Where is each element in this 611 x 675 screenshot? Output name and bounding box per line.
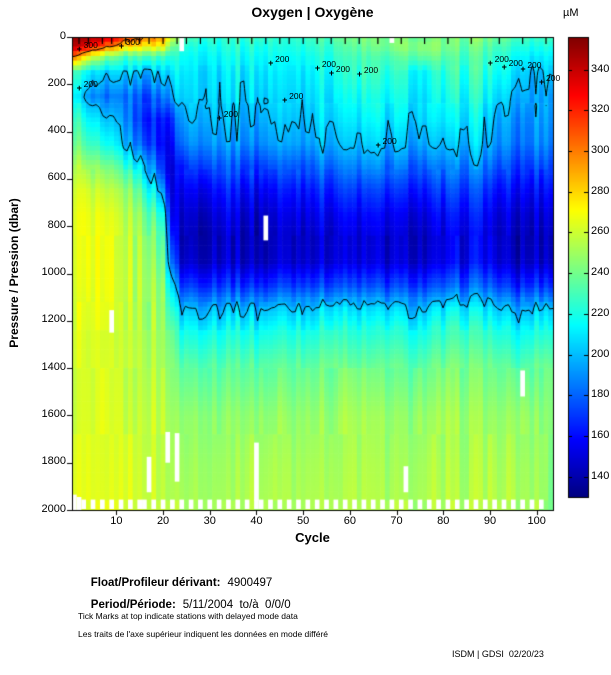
contour-label: 200 xyxy=(545,73,561,84)
y-axis-label: Pressure / Pression (dbar) xyxy=(7,198,21,348)
x-axis-label: Cycle xyxy=(295,530,330,545)
contour-label: 300 xyxy=(125,37,140,48)
credit-line: ISDM | GDSI 02/20/23 xyxy=(452,649,544,659)
contour-label: 200 xyxy=(363,65,379,76)
colorbar-tick-label: 260 xyxy=(591,225,610,238)
contour-label: 200 xyxy=(83,79,98,90)
colorbar-tick-label: 200 xyxy=(591,347,610,360)
x-tick-label: 70 xyxy=(390,515,403,527)
x-tick-label: 80 xyxy=(437,515,450,527)
contour-label: 200 xyxy=(527,60,542,71)
period-label: Period/Période: xyxy=(90,598,176,611)
colorbar-tick-label: 320 xyxy=(591,103,610,116)
contour-anchor-icon: + xyxy=(76,83,82,94)
colorbar-unit-label: µM xyxy=(563,7,579,19)
colorbar-tick-label: 300 xyxy=(591,143,610,156)
x-tick-label: 90 xyxy=(483,515,497,527)
y-tick-label: 1000 xyxy=(41,266,66,278)
contour-label: 200 xyxy=(321,59,337,70)
y-tick-label: 1400 xyxy=(41,360,66,373)
y-tick-label: 0 xyxy=(59,29,66,42)
contour-anchor-icon: + xyxy=(375,140,381,151)
contour-anchor-icon: + xyxy=(520,64,526,75)
contour-label: 300 xyxy=(83,40,98,51)
x-tick-label: 40 xyxy=(250,515,263,527)
contour-anchor-icon: + xyxy=(268,58,274,69)
chart-title: Oxygen | Oxygène xyxy=(251,4,374,20)
contour-anchor-icon: + xyxy=(487,58,493,69)
contour-label: 200 xyxy=(223,108,238,119)
y-tick-label: 1200 xyxy=(41,313,66,326)
contour-label: 200 xyxy=(335,63,351,74)
contour-anchor-icon: + xyxy=(216,112,223,123)
y-tick-label: 2000 xyxy=(41,502,66,515)
x-tick-label: 10 xyxy=(110,515,123,527)
contour-anchor-icon: + xyxy=(328,67,335,78)
contour-anchor-icon: + xyxy=(356,69,363,80)
contour-anchor-icon: + xyxy=(76,44,82,55)
contour-label: 200 xyxy=(494,54,509,65)
contour-anchor-icon: + xyxy=(538,77,545,88)
footer-float-line: Float/Profileur dérivant: 4900497 xyxy=(78,566,273,601)
period-value: 5/11/2004 to/à 0/0/0 xyxy=(182,598,291,611)
colorbar-tick-label: 160 xyxy=(591,428,610,441)
note-delayed-mode-en: Tick Marks at top indicate stations with… xyxy=(78,611,298,621)
x-tick-label: 60 xyxy=(343,515,356,527)
x-tick-label: 30 xyxy=(203,515,216,527)
colorbar-tick-label: 340 xyxy=(591,62,610,75)
contour-anchor-icon: + xyxy=(314,63,321,74)
x-tick-label: 50 xyxy=(297,515,310,527)
contour-label: 200 xyxy=(508,58,523,68)
y-tick-label: 600 xyxy=(47,171,66,184)
contour-label: 200 xyxy=(382,136,397,147)
contour-label: 200 xyxy=(275,54,290,65)
colorbar-tick-label: 140 xyxy=(591,469,610,482)
contour-label: 200 xyxy=(289,91,304,102)
colorbar-tick-label: 220 xyxy=(591,306,610,319)
contour-anchor-icon: + xyxy=(501,62,507,72)
colorbar-tick-label: 280 xyxy=(591,184,610,197)
x-tick-label: 100 xyxy=(527,515,546,527)
footer-period-line: Period/Période: 5/11/2004 to/à 0/0/0 xyxy=(78,588,291,623)
x-tick-label: 20 xyxy=(156,515,170,527)
contour-anchor-icon: + xyxy=(282,95,288,106)
colorbar-tick-label: 180 xyxy=(591,388,610,401)
y-tick-label: 200 xyxy=(47,76,66,89)
y-tick-label: 800 xyxy=(47,218,66,231)
note-delayed-mode-fr: Les traits de l'axe supérieur indiquent … xyxy=(78,629,329,639)
y-tick-label: 1600 xyxy=(41,407,66,420)
contour-anchor-icon: + xyxy=(118,41,124,52)
y-tick-label: 400 xyxy=(47,124,66,137)
float-value: 4900497 xyxy=(227,576,273,589)
float-label: Float/Profileur dérivant: xyxy=(90,576,221,589)
y-tick-label: 1800 xyxy=(41,455,66,468)
colorbar-tick-label: 240 xyxy=(591,266,610,279)
